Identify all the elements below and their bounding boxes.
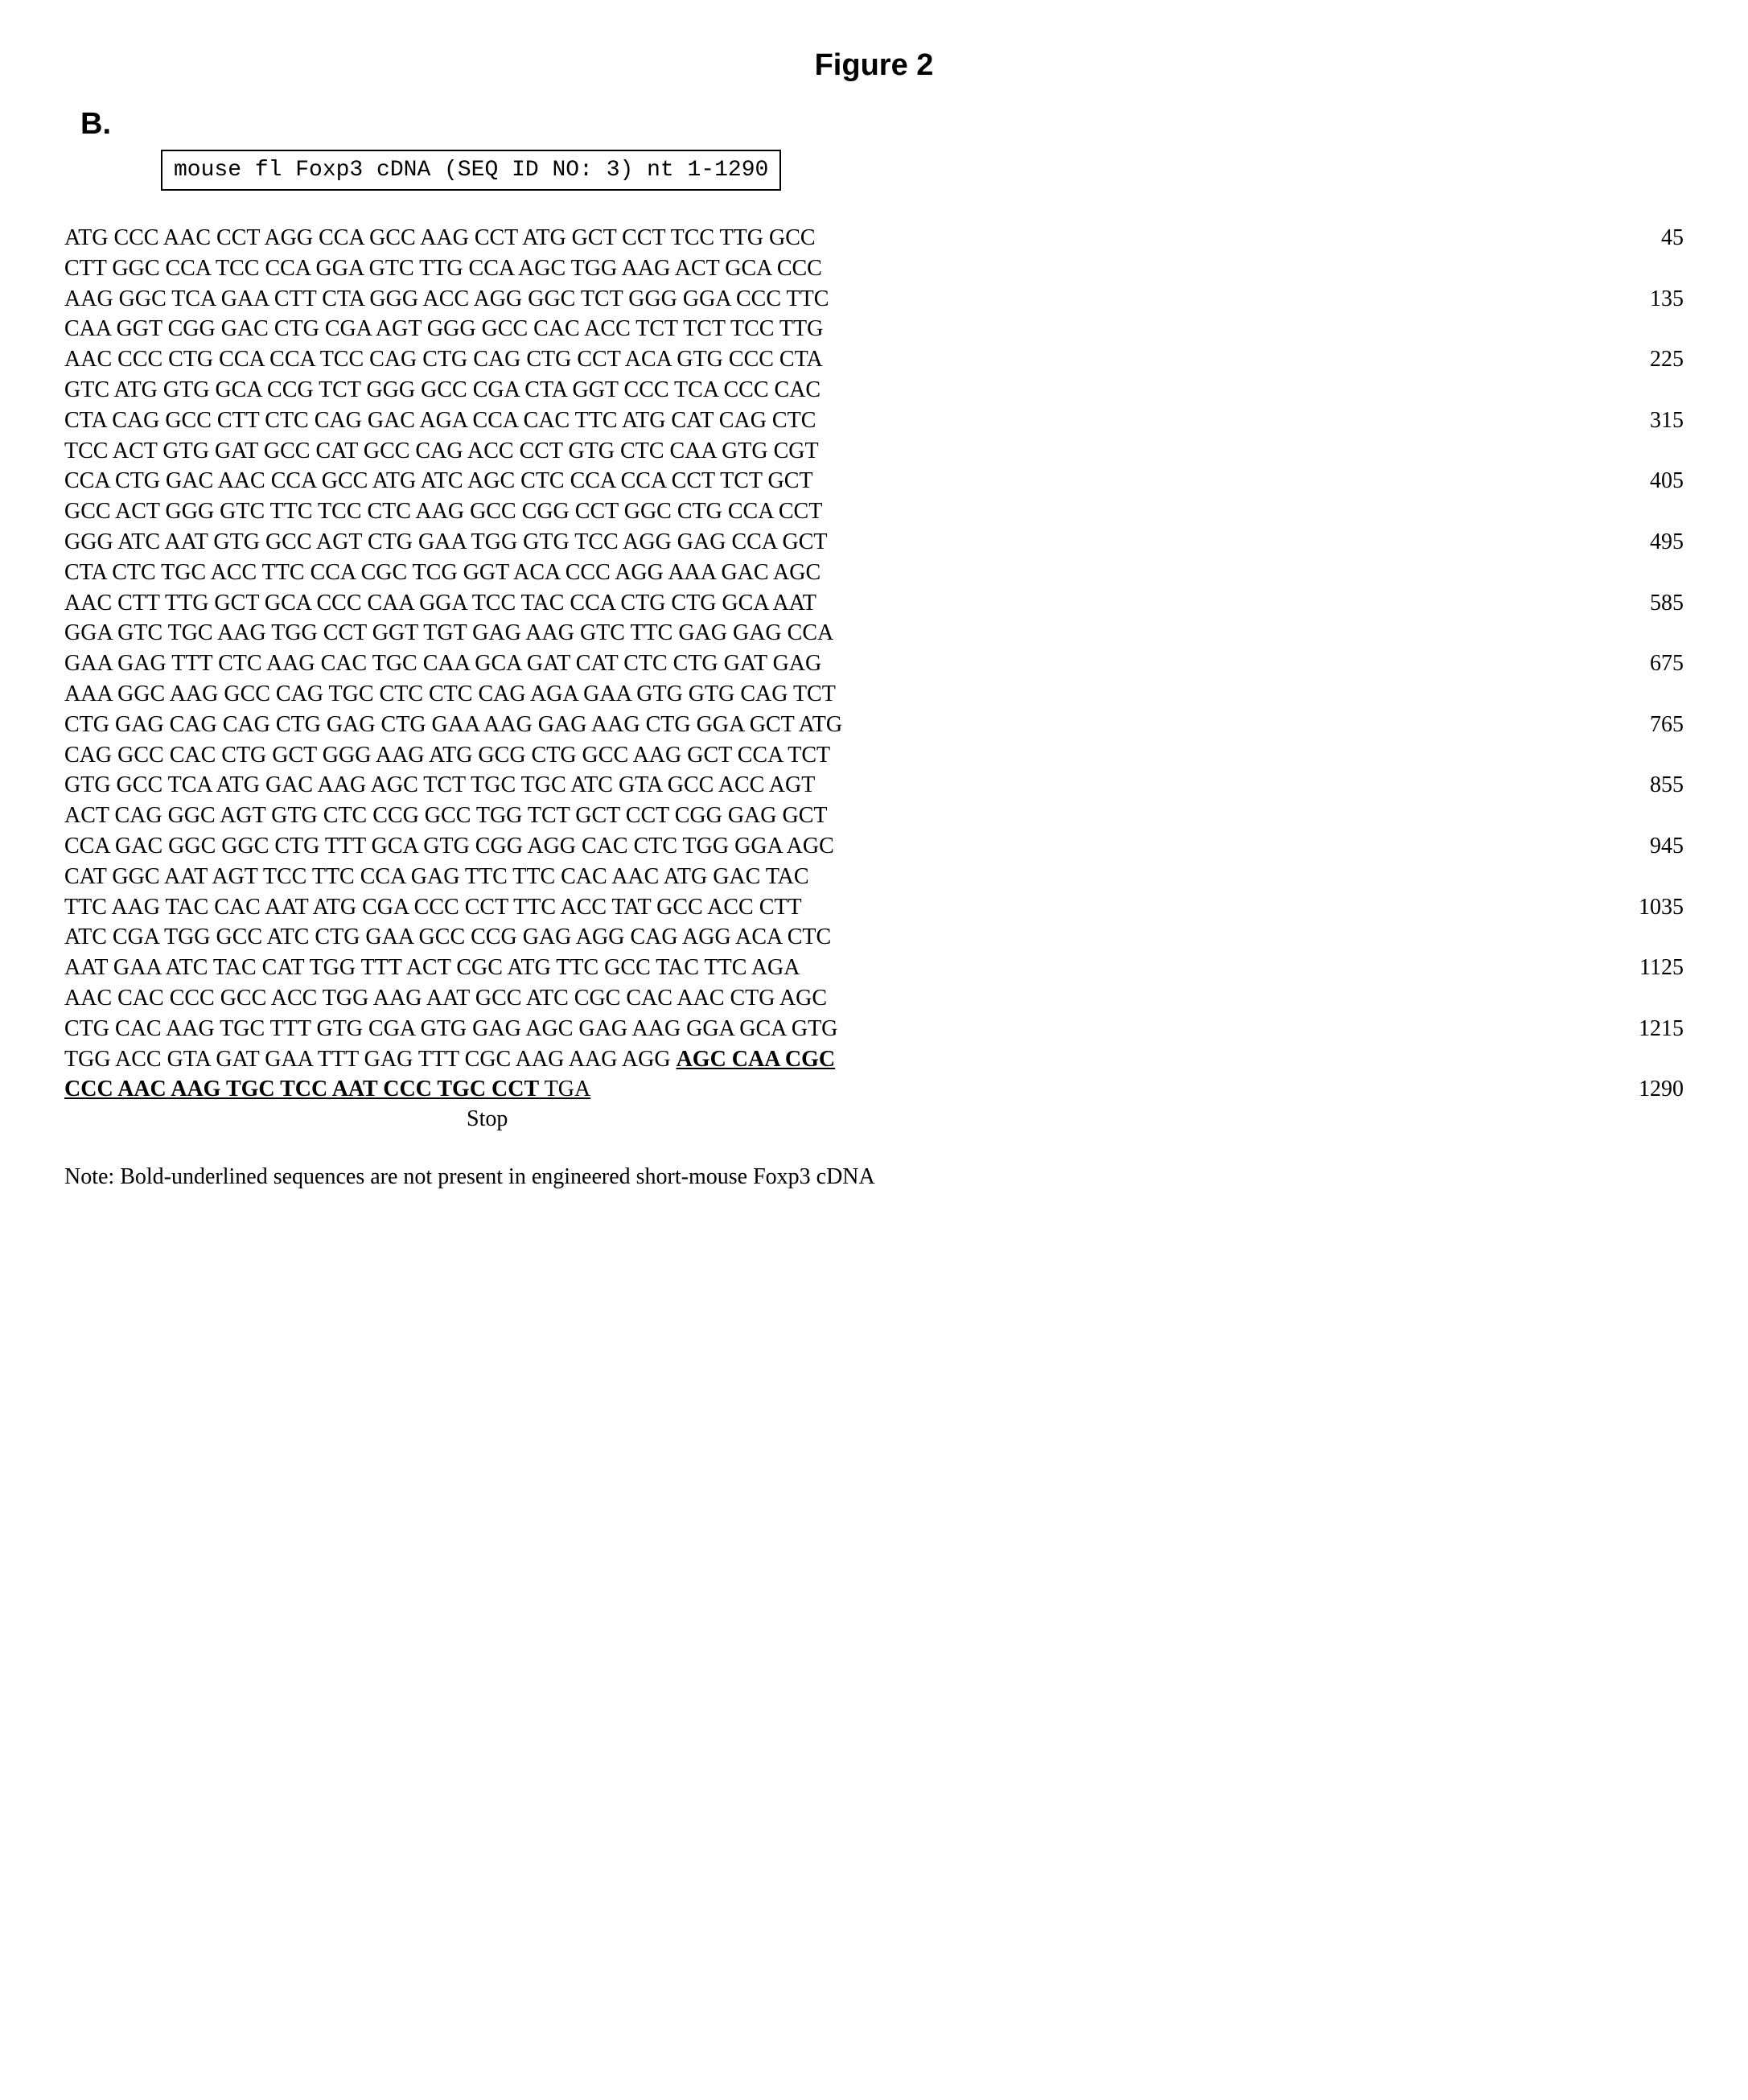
stop-codon: TGA — [539, 1077, 590, 1101]
sequence-block: ATG CCC AAC CCT AGG CCA GCC AAG CCT ATG … — [64, 223, 1684, 1105]
panel-label: B. — [80, 107, 1684, 142]
sequence-row: ATG CCC AAC CCT AGG CCA GCC AAG CCT ATG … — [64, 223, 1684, 253]
sequence-row: CAG GCC CAC CTG GCT GGG AAG ATG GCG CTG … — [64, 740, 1684, 771]
sequence-text: AAC CTT TTG GCT GCA CCC CAA GGA TCC TAC … — [64, 588, 1587, 619]
sequence-row: GGG ATC AAT GTG GCC AGT CTG GAA TGG GTG … — [64, 527, 1684, 558]
sequence-row: ACT CAG GGC AGT GTG CTC CCG GCC TGG TCT … — [64, 801, 1684, 831]
sequence-text: ATC CGA TGG GCC ATC CTG GAA GCC CCG GAG … — [64, 922, 1587, 953]
sequence-text: AAC CCC CTG CCA CCA TCC CAG CTG CAG CTG … — [64, 344, 1587, 375]
sequence-text: CTA CAG GCC CTT CTC CAG GAC AGA CCA CAC … — [64, 406, 1587, 436]
sequence-row: AAG GGC TCA GAA CTT CTA GGG ACC AGG GGC … — [64, 284, 1684, 315]
sequence-row: GCC ACT GGG GTC TTC TCC CTC AAG GCC CGG … — [64, 496, 1684, 527]
bold-underline-segment: CCC AAC AAG TGC TCC AAT CCC TGC CCT — [64, 1077, 539, 1101]
figure-note: Note: Bold-underlined sequences are not … — [64, 1164, 1684, 1190]
figure-title: Figure 2 — [64, 48, 1684, 83]
sequence-row: ATC CGA TGG GCC ATC CTG GAA GCC CCG GAG … — [64, 922, 1684, 953]
sequence-position: 765 — [1587, 710, 1684, 740]
sequence-row: CCA GAC GGC GGC CTG TTT GCA GTG CGG AGG … — [64, 831, 1684, 862]
sequence-position: 855 — [1587, 770, 1684, 801]
sequence-row: AAC CCC CTG CCA CCA TCC CAG CTG CAG CTG … — [64, 344, 1684, 375]
sequence-position: 495 — [1587, 527, 1684, 558]
sequence-row: GGA GTC TGC AAG TGG CCT GGT TGT GAG AAG … — [64, 618, 1684, 649]
sequence-position: 1290 — [1587, 1074, 1684, 1105]
sequence-text: CCA CTG GAC AAC CCA GCC ATG ATC AGC CTC … — [64, 466, 1587, 496]
sequence-row: CTA CAG GCC CTT CTC CAG GAC AGA CCA CAC … — [64, 406, 1684, 436]
sequence-text: CAA GGT CGG GAC CTG CGA AGT GGG GCC CAC … — [64, 314, 1587, 344]
sequence-row: CAT GGC AAT AGT TCC TTC CCA GAG TTC TTC … — [64, 862, 1684, 892]
sequence-text: CTA CTC TGC ACC TTC CCA CGC TCG GGT ACA … — [64, 558, 1587, 588]
sequence-text: AAG GGC TCA GAA CTT CTA GGG ACC AGG GGC … — [64, 284, 1587, 315]
sequence-row: CTA CTC TGC ACC TTC CCA CGC TCG GGT ACA … — [64, 558, 1684, 588]
sequence-text: CTG GAG CAG CAG CTG GAG CTG GAA AAG GAG … — [64, 710, 1587, 740]
sequence-text: ATG CCC AAC CCT AGG CCA GCC AAG CCT ATG … — [64, 223, 1587, 253]
sequence-position: 1125 — [1587, 953, 1684, 983]
sequence-row: CCA CTG GAC AAC CCA GCC ATG ATC AGC CTC … — [64, 466, 1684, 496]
sequence-position: 135 — [1587, 284, 1684, 315]
sequence-text: CCC AAC AAG TGC TCC AAT CCC TGC CCT TGA — [64, 1074, 1587, 1105]
sequence-text: TCC ACT GTG GAT GCC CAT GCC CAG ACC CCT … — [64, 436, 1587, 467]
sequence-position: 405 — [1587, 466, 1684, 496]
sequence-position: 45 — [1587, 223, 1684, 253]
sequence-row: GTC ATG GTG GCA CCG TCT GGG GCC CGA CTA … — [64, 375, 1684, 406]
sequence-row: AAA GGC AAG GCC CAG TGC CTC CTC CAG AGA … — [64, 679, 1684, 710]
sequence-header-box: mouse fl Foxp3 cDNA (SEQ ID NO: 3) nt 1-… — [161, 150, 781, 191]
sequence-row: AAC CAC CCC GCC ACC TGG AAG AAT GCC ATC … — [64, 983, 1684, 1014]
sequence-text: CTG CAC AAG TGC TTT GTG CGA GTG GAG AGC … — [64, 1014, 1587, 1044]
sequence-position: 675 — [1587, 649, 1684, 679]
stop-label: Stop — [467, 1106, 1684, 1132]
sequence-text: GAA GAG TTT CTC AAG CAC TGC CAA GCA GAT … — [64, 649, 1587, 679]
sequence-row: CCC AAC AAG TGC TCC AAT CCC TGC CCT TGA1… — [64, 1074, 1684, 1105]
sequence-text: GTC ATG GTG GCA CCG TCT GGG GCC CGA CTA … — [64, 375, 1587, 406]
sequence-row: AAT GAA ATC TAC CAT TGG TTT ACT CGC ATG … — [64, 953, 1684, 983]
sequence-row: GTG GCC TCA ATG GAC AAG AGC TCT TGC TGC … — [64, 770, 1684, 801]
sequence-position: 585 — [1587, 588, 1684, 619]
sequence-text: TGG ACC GTA GAT GAA TTT GAG TTT CGC AAG … — [64, 1044, 1587, 1075]
sequence-row: CTG CAC AAG TGC TTT GTG CGA GTG GAG AGC … — [64, 1014, 1684, 1044]
sequence-position: 945 — [1587, 831, 1684, 862]
sequence-row: AAC CTT TTG GCT GCA CCC CAA GGA TCC TAC … — [64, 588, 1684, 619]
sequence-text: AAT GAA ATC TAC CAT TGG TTT ACT CGC ATG … — [64, 953, 1587, 983]
sequence-row: GAA GAG TTT CTC AAG CAC TGC CAA GCA GAT … — [64, 649, 1684, 679]
sequence-text: GTG GCC TCA ATG GAC AAG AGC TCT TGC TGC … — [64, 770, 1587, 801]
sequence-text: CAT GGC AAT AGT TCC TTC CCA GAG TTC TTC … — [64, 862, 1587, 892]
sequence-position: 1215 — [1587, 1014, 1684, 1044]
sequence-row: TTC AAG TAC CAC AAT ATG CGA CCC CCT TTC … — [64, 892, 1684, 923]
sequence-text: GGA GTC TGC AAG TGG CCT GGT TGT GAG AAG … — [64, 618, 1587, 649]
sequence-row: CAA GGT CGG GAC CTG CGA AGT GGG GCC CAC … — [64, 314, 1684, 344]
sequence-text: AAC CAC CCC GCC ACC TGG AAG AAT GCC ATC … — [64, 983, 1587, 1014]
sequence-text: CCA GAC GGC GGC CTG TTT GCA GTG CGG AGG … — [64, 831, 1587, 862]
sequence-row: CTT GGC CCA TCC CCA GGA GTC TTG CCA AGC … — [64, 253, 1684, 284]
sequence-row: CTG GAG CAG CAG CTG GAG CTG GAA AAG GAG … — [64, 710, 1684, 740]
sequence-text: GCC ACT GGG GTC TTC TCC CTC AAG GCC CGG … — [64, 496, 1587, 527]
sequence-position: 1035 — [1587, 892, 1684, 923]
sequence-position: 315 — [1587, 406, 1684, 436]
sequence-text: AAA GGC AAG GCC CAG TGC CTC CTC CAG AGA … — [64, 679, 1587, 710]
sequence-text: TTC AAG TAC CAC AAT ATG CGA CCC CCT TTC … — [64, 892, 1587, 923]
sequence-text: GGG ATC AAT GTG GCC AGT CTG GAA TGG GTG … — [64, 527, 1587, 558]
sequence-text: CAG GCC CAC CTG GCT GGG AAG ATG GCG CTG … — [64, 740, 1587, 771]
sequence-position: 225 — [1587, 344, 1684, 375]
sequence-row: TGG ACC GTA GAT GAA TTT GAG TTT CGC AAG … — [64, 1044, 1684, 1075]
bold-underline-segment: AGC CAA CGC — [677, 1047, 836, 1072]
sequence-text: CTT GGC CCA TCC CCA GGA GTC TTG CCA AGC … — [64, 253, 1587, 284]
sequence-row: TCC ACT GTG GAT GCC CAT GCC CAG ACC CCT … — [64, 436, 1684, 467]
sequence-text: ACT CAG GGC AGT GTG CTC CCG GCC TGG TCT … — [64, 801, 1587, 831]
